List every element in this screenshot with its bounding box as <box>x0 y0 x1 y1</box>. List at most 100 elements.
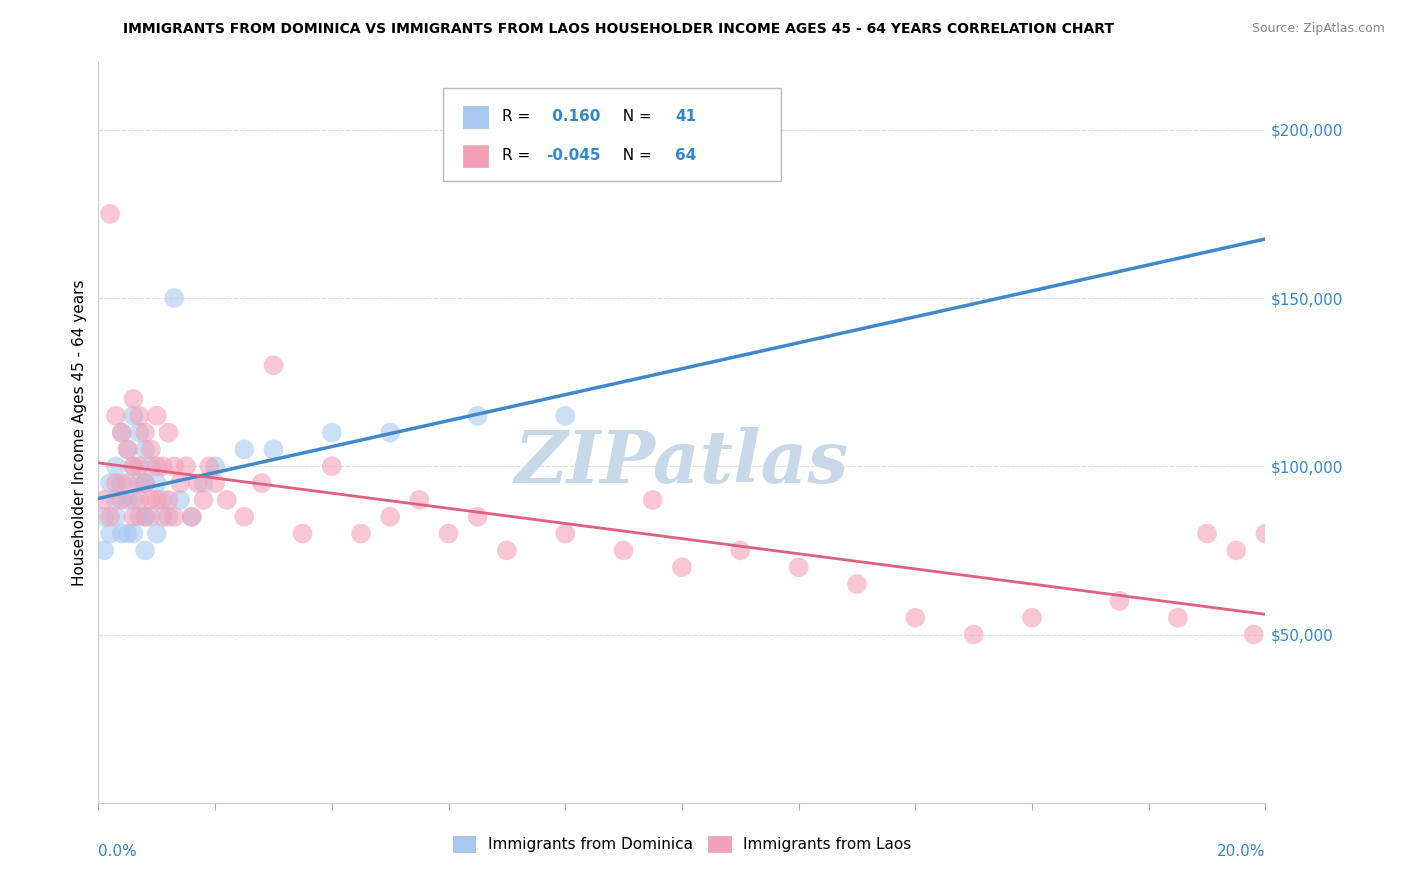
Point <box>157 509 180 524</box>
Point <box>117 476 139 491</box>
Point <box>250 476 273 491</box>
Point <box>467 509 489 524</box>
Point <box>321 425 343 440</box>
Point <box>1225 543 1247 558</box>
Point <box>93 543 115 558</box>
Point <box>193 492 215 507</box>
Point <box>122 409 145 423</box>
Point <box>962 627 984 641</box>
Point <box>134 476 156 491</box>
Point <box>157 492 180 507</box>
Point <box>146 459 169 474</box>
Text: IMMIGRANTS FROM DOMINICA VS IMMIGRANTS FROM LAOS HOUSEHOLDER INCOME AGES 45 - 64: IMMIGRANTS FROM DOMINICA VS IMMIGRANTS F… <box>124 22 1114 37</box>
Y-axis label: Householder Income Ages 45 - 64 years: Householder Income Ages 45 - 64 years <box>72 279 87 586</box>
Text: R =: R = <box>502 148 536 163</box>
Point <box>93 509 115 524</box>
Point <box>641 492 664 507</box>
Point <box>204 459 226 474</box>
Text: -0.045: -0.045 <box>547 148 600 163</box>
Point <box>122 459 145 474</box>
Text: 41: 41 <box>675 109 696 124</box>
Point <box>134 425 156 440</box>
Point <box>193 476 215 491</box>
Point <box>104 476 127 491</box>
Point <box>163 459 186 474</box>
Point <box>174 459 197 474</box>
Point <box>437 526 460 541</box>
Point <box>128 509 150 524</box>
Legend: Immigrants from Dominica, Immigrants from Laos: Immigrants from Dominica, Immigrants fro… <box>446 830 918 858</box>
FancyBboxPatch shape <box>443 88 782 181</box>
Point <box>180 509 202 524</box>
Point <box>904 610 927 624</box>
Point <box>139 509 162 524</box>
Point <box>122 526 145 541</box>
Point <box>134 509 156 524</box>
Point <box>111 526 134 541</box>
Point <box>1021 610 1043 624</box>
Point <box>134 476 156 491</box>
Point <box>117 442 139 457</box>
Point <box>146 526 169 541</box>
Point <box>262 442 284 457</box>
Point <box>122 459 145 474</box>
Point <box>787 560 810 574</box>
Point <box>152 509 174 524</box>
Point <box>139 492 162 507</box>
Text: 0.160: 0.160 <box>547 109 600 124</box>
Text: N =: N = <box>613 148 657 163</box>
Text: N =: N = <box>613 109 657 124</box>
Point <box>496 543 519 558</box>
Point <box>846 577 869 591</box>
Point <box>98 207 121 221</box>
Text: Source: ZipAtlas.com: Source: ZipAtlas.com <box>1251 22 1385 36</box>
Point <box>104 459 127 474</box>
Point <box>1108 594 1130 608</box>
Text: 64: 64 <box>675 148 696 163</box>
Point <box>169 476 191 491</box>
Point <box>187 476 209 491</box>
Point <box>1254 526 1277 541</box>
Point <box>163 509 186 524</box>
Point <box>198 459 221 474</box>
Point <box>122 509 145 524</box>
Point <box>146 492 169 507</box>
Point <box>730 543 752 558</box>
Point <box>380 509 402 524</box>
Point <box>122 392 145 406</box>
Point <box>104 509 127 524</box>
Point <box>215 492 238 507</box>
Point <box>98 526 121 541</box>
Point <box>117 526 139 541</box>
Point <box>128 425 150 440</box>
Point <box>233 442 256 457</box>
Point <box>111 476 134 491</box>
Point <box>1167 610 1189 624</box>
Point <box>157 425 180 440</box>
Point <box>104 409 127 423</box>
Point <box>1243 627 1265 641</box>
Point <box>98 509 121 524</box>
Point <box>128 476 150 491</box>
Point <box>204 476 226 491</box>
Point <box>180 509 202 524</box>
Point <box>671 560 693 574</box>
Point <box>169 492 191 507</box>
Point <box>111 425 134 440</box>
Point <box>117 442 139 457</box>
Point <box>554 526 576 541</box>
Point <box>117 492 139 507</box>
Text: ZIPatlas: ZIPatlas <box>515 426 849 498</box>
Point <box>233 509 256 524</box>
Text: R =: R = <box>502 109 536 124</box>
Point <box>111 425 134 440</box>
Text: 0.0%: 0.0% <box>98 844 138 858</box>
Point <box>128 409 150 423</box>
Point <box>93 492 115 507</box>
Point <box>350 526 373 541</box>
Point <box>134 509 156 524</box>
Point <box>321 459 343 474</box>
FancyBboxPatch shape <box>463 105 488 128</box>
FancyBboxPatch shape <box>463 145 488 167</box>
Point <box>380 425 402 440</box>
